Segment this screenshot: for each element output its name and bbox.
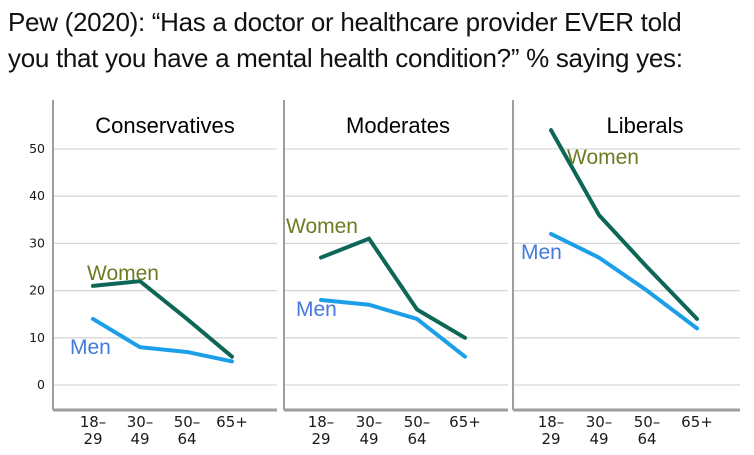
panel-title: Moderates (346, 113, 450, 138)
series-line-men (549, 231, 699, 331)
x-tick-label: 30– (356, 413, 383, 431)
series-line-women (91, 279, 234, 359)
series-label-men: Men (70, 336, 111, 359)
chart-title: Pew (2020): “Has a doctor or healthcare … (8, 4, 754, 76)
series-line-women (319, 236, 467, 340)
x-tick-label: 18– (308, 413, 335, 431)
series-line-men (91, 316, 234, 364)
x-tick-label: 29 (541, 430, 560, 448)
x-tick-label: 29 (311, 430, 330, 448)
x-tick-label: 18– (538, 413, 565, 431)
x-tick-label: 49 (359, 430, 378, 448)
chart-area: 0 10 20 30 40 50 Conservatives 18– 29 30– 49 50– 64 6… (0, 90, 754, 455)
y-tick-label: 40 (29, 188, 45, 203)
x-tick-label: 49 (589, 430, 608, 448)
x-tick-label: 30– (127, 413, 154, 431)
y-tick-label: 0 (37, 377, 45, 392)
chart-title-line-2: you that you have a mental health condit… (8, 43, 683, 73)
y-tick-label: 50 (29, 141, 45, 156)
series-label-women: Women (567, 146, 639, 169)
series-line-men (319, 298, 467, 359)
series-label-men: Men (521, 241, 562, 264)
x-tick-label: 65+ (681, 413, 713, 431)
series-label-women: Women (286, 215, 358, 238)
x-tick-label: 29 (83, 430, 102, 448)
y-tick-label: 30 (29, 235, 45, 250)
series-label-women: Women (87, 262, 159, 285)
x-tick-label: 50– (404, 413, 431, 431)
x-tick-label: 30– (586, 413, 613, 431)
panel-title: Conservatives (95, 113, 234, 138)
x-tick-label: 65+ (449, 413, 481, 431)
x-tick-label: 49 (130, 430, 149, 448)
series-line-women (549, 128, 699, 321)
x-tick-label: 50– (634, 413, 661, 431)
series-label-men: Men (296, 298, 337, 321)
chart-title-line-1: Pew (2020): “Has a doctor or healthcare … (8, 7, 682, 37)
x-tick-label: 64 (407, 430, 426, 448)
x-tick-label: 50– (174, 413, 201, 431)
panel-title: Liberals (606, 113, 683, 138)
y-tick-label: 10 (29, 330, 45, 345)
chart-canvas: 01020304050Conservatives18–2930–4950–646… (29, 100, 740, 448)
x-tick-label: 64 (637, 430, 656, 448)
y-tick-label: 20 (29, 283, 45, 298)
x-tick-label: 64 (177, 430, 196, 448)
x-tick-label: 18– (80, 413, 107, 431)
x-tick-label: 65+ (216, 413, 248, 431)
